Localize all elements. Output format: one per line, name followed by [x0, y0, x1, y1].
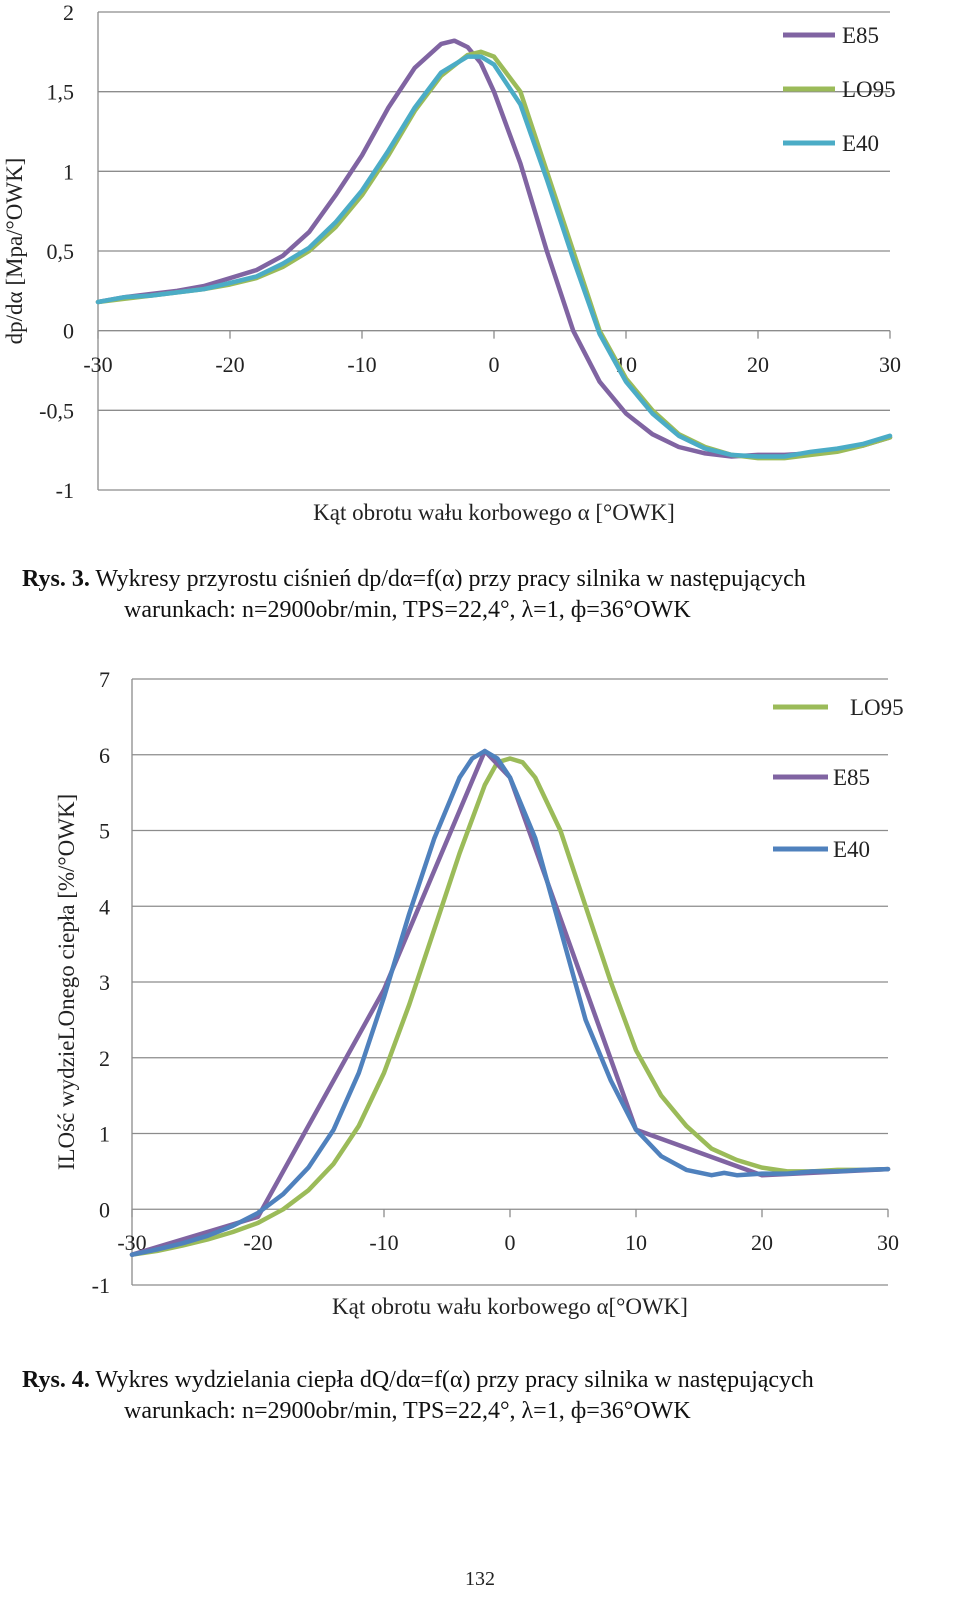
y-tick-label: 4: [99, 894, 110, 919]
y-tick-label: 2: [99, 1046, 110, 1071]
y-tick-label: -0,5: [39, 398, 74, 423]
y-tick-label: -1: [92, 1273, 110, 1298]
y-tick-label: 0: [99, 1197, 110, 1222]
series-line-lo95: [95, 49, 893, 461]
y-tick-label: 1: [63, 159, 74, 184]
legend-label-e85: E85: [833, 765, 870, 790]
y-tick-label: 5: [99, 819, 110, 844]
series-line-e85: [95, 38, 893, 459]
x-tick-label: 10: [625, 1230, 647, 1255]
legend-label-e40: E40: [842, 131, 879, 156]
figure-4-label: Rys. 4.: [22, 1367, 90, 1393]
figure-3-caption-line1: Wykresy przyrostu ciśnień dp/dα=f(α) prz…: [89, 566, 806, 592]
legend-label-lo95: LO95: [850, 695, 904, 720]
series-line-lo95: [129, 756, 891, 1257]
figure-4-caption-line1: Wykres wydzielania ciepła dQ/dα=f(α) prz…: [89, 1367, 814, 1393]
x-tick-label: -20: [215, 352, 244, 377]
x-axis-title: Kąt obrotu wału korbowego α [°OWK]: [313, 500, 675, 525]
x-tick-label: -30: [83, 352, 112, 377]
y-tick-label: 0,5: [47, 239, 75, 264]
y-tick-label: 6: [99, 743, 110, 768]
series-line-e85: [129, 748, 891, 1257]
figure-3-caption-line2: warunkach: n=2900obr/min, TPS=22,4°, λ=1…: [124, 597, 691, 623]
x-tick-label: -10: [347, 352, 376, 377]
legend-label-e40: E40: [833, 837, 870, 862]
x-tick-label: -10: [369, 1230, 398, 1255]
x-tick-label: 30: [879, 352, 901, 377]
legend-label-lo95: LO95: [842, 77, 896, 102]
series-line-e40: [129, 748, 891, 1257]
pressure-rise-chart: 21,510,50-0,5-1-30 -20 -10 0 10 20 30E85LO95E4…: [2, 0, 901, 525]
figure-4-caption: Rys. 4. Wykres wydzielania ciepła dQ/dα=…: [22, 1366, 814, 1395]
x-tick-label: 30: [877, 1230, 899, 1255]
series-line-e40: [95, 54, 893, 459]
y-tick-label: 3: [99, 970, 110, 995]
y-axis-title: dp/dα [Mpa/°OWK]: [2, 158, 27, 345]
y-tick-label: 1,5: [47, 80, 75, 105]
figure-3-caption: Rys. 3. Wykresy przyrostu ciśnień dp/dα=…: [22, 565, 806, 594]
figure-3-label: Rys. 3.: [22, 566, 90, 592]
page-number: 132: [465, 1568, 495, 1590]
x-tick-label: 20: [747, 352, 769, 377]
y-tick-label: 1: [99, 1122, 110, 1147]
y-tick-label: 0: [63, 319, 74, 344]
x-tick-label: -20: [243, 1230, 272, 1255]
x-tick-label: 0: [489, 352, 500, 377]
y-axis-title: ILOść wydzieLOnego ciepła [%/°OWK]: [54, 794, 79, 1170]
x-tick-label: 20: [751, 1230, 773, 1255]
y-tick-label: 2: [63, 0, 74, 25]
legend-label-e85: E85: [842, 23, 879, 48]
x-axis-title: Kąt obrotu wału korbowego α[°OWK]: [332, 1294, 688, 1319]
x-tick-label: 0: [505, 1230, 516, 1255]
y-tick-label: 7: [99, 667, 110, 692]
y-tick-label: -1: [56, 478, 74, 503]
figure-4-caption-line2: warunkach: n=2900obr/min, TPS=22,4°, λ=1…: [124, 1398, 691, 1424]
